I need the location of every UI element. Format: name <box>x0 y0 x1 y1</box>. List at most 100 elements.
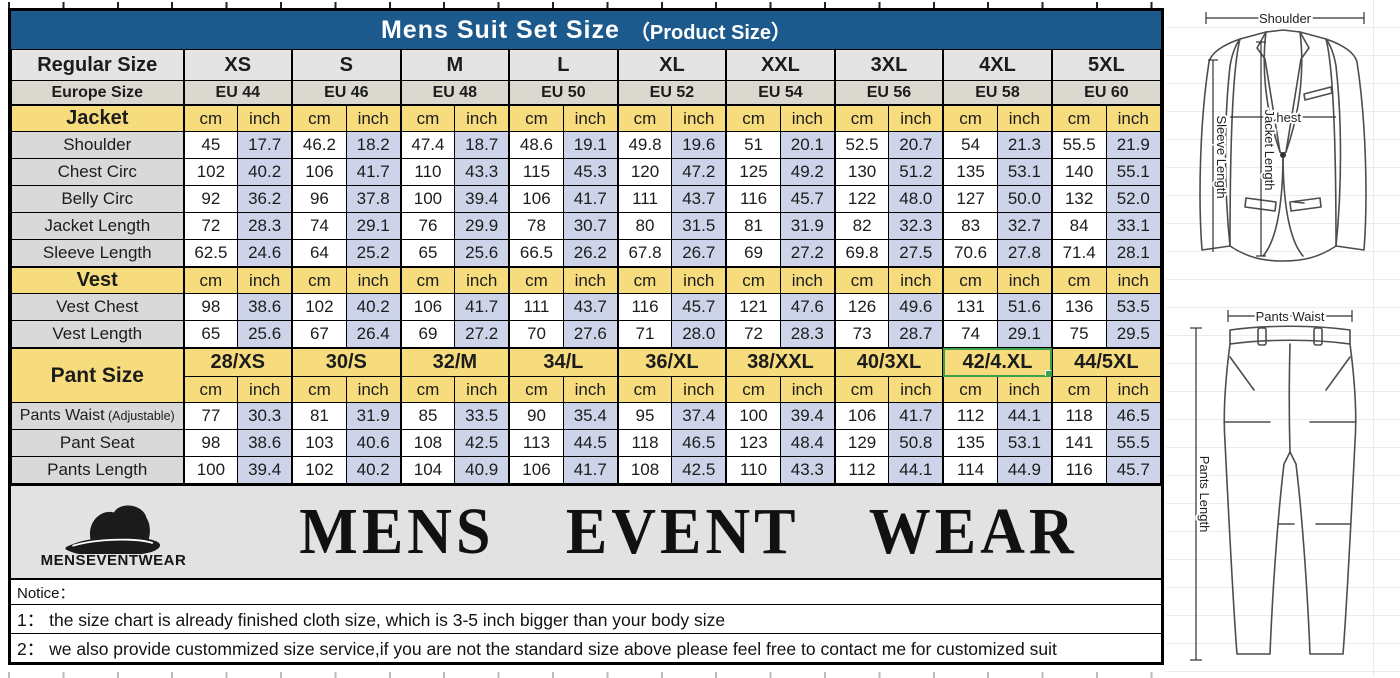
value-cell-cm: 96 <box>291 185 347 213</box>
fedora-hat-icon <box>64 504 160 554</box>
unit-label-inch: inch <box>562 266 619 294</box>
value-cell-cm: 72 <box>725 320 781 349</box>
value-cell-inch: 41.7 <box>345 158 402 186</box>
value-cell-inch: 48.4 <box>779 429 836 457</box>
unit-label-cm: cm <box>833 266 890 294</box>
europe-size-cell: EU 60 <box>1050 80 1161 106</box>
value-cell-cm: 71 <box>616 320 673 349</box>
value-cell-cm: 100 <box>182 456 239 484</box>
value-cell-inch: 28.3 <box>779 320 836 349</box>
value-cell-cm: 65 <box>182 320 239 349</box>
value-cell-cm: 51 <box>725 131 781 159</box>
value-cell-inch: 43.7 <box>562 293 619 321</box>
value-cell-cm: 102 <box>291 456 347 484</box>
unit-label-cm: cm <box>399 266 456 294</box>
value-cell-inch: 24.6 <box>237 239 293 268</box>
value-cell-inch: 40.2 <box>345 293 402 321</box>
value-cell-inch: 26.4 <box>345 320 402 349</box>
value-cell-inch: 39.4 <box>454 185 510 213</box>
value-cell-inch: 40.6 <box>345 429 402 457</box>
unit-label-cm: cm <box>942 104 998 132</box>
value-cell-cm: 141 <box>1050 429 1107 457</box>
value-cell-cm: 116 <box>616 293 673 321</box>
value-cell-inch: 51.6 <box>996 293 1053 321</box>
value-cell-cm: 45 <box>182 131 239 159</box>
value-cell-cm: 115 <box>508 158 564 186</box>
unit-label-inch: inch <box>237 104 293 132</box>
unit-label-inch: inch <box>1105 266 1162 294</box>
value-cell-cm: 83 <box>942 212 998 240</box>
value-cell-cm: 71.4 <box>1050 239 1107 268</box>
diagram-panel: Shoulder Chest Jacket Length Sleeve Leng… <box>1166 0 1400 677</box>
value-cell-inch: 28.3 <box>237 212 293 240</box>
unit-label-cm: cm <box>182 376 239 403</box>
shoulder-label: Shoulder <box>1259 11 1312 26</box>
value-cell-inch: 28.0 <box>671 320 727 349</box>
pant-size-cell: 28/XS <box>182 347 293 377</box>
size-header-cell: 3XL <box>833 49 944 81</box>
value-cell-cm: 77 <box>182 402 239 430</box>
value-cell-cm: 54 <box>942 131 998 159</box>
value-cell-cm: 118 <box>1050 402 1107 430</box>
unit-label-cm: cm <box>833 104 890 132</box>
value-cell-inch: 38.6 <box>237 429 293 457</box>
size-header-cell: XL <box>616 49 727 81</box>
size-header-cell: 5XL <box>1050 49 1161 81</box>
value-cell-cm: 123 <box>725 429 781 457</box>
page-title: Mens Suit Set Size <box>380 15 620 44</box>
value-cell-inch: 35.4 <box>562 402 619 430</box>
row-label: Belly Circ <box>11 185 185 213</box>
value-cell-inch: 52.0 <box>1105 185 1162 213</box>
value-cell-cm: 140 <box>1050 158 1107 186</box>
pants-length-label: Pants Length <box>1197 456 1212 533</box>
value-cell-cm: 85 <box>399 402 456 430</box>
value-cell-inch: 26.7 <box>671 239 727 268</box>
value-cell-inch: 45.7 <box>1105 456 1162 484</box>
value-cell-cm: 104 <box>399 456 456 484</box>
unit-label-inch: inch <box>996 104 1053 132</box>
value-cell-cm: 135 <box>942 429 998 457</box>
value-cell-inch: 40.2 <box>345 456 402 484</box>
value-cell-cm: 76 <box>399 212 456 240</box>
chart-title-bar: Mens Suit Set Size （Product Size） <box>11 11 1161 49</box>
jacket-length-label: Jacket Length <box>1262 110 1277 191</box>
value-cell-inch: 41.7 <box>562 456 619 484</box>
size-header-cell: XXL <box>725 49 836 81</box>
value-cell-inch: 55.5 <box>1105 429 1162 457</box>
value-cell-cm: 111 <box>508 293 564 321</box>
regular-size-label: Regular Size <box>11 49 185 81</box>
value-cell-cm: 66.5 <box>508 239 564 268</box>
unit-label-cm: cm <box>508 376 564 403</box>
unit-label-inch: inch <box>671 376 727 403</box>
value-cell-inch: 37.4 <box>671 402 727 430</box>
value-cell-cm: 55.5 <box>1050 131 1107 159</box>
size-header-cell: M <box>399 49 510 81</box>
value-cell-inch: 19.1 <box>562 131 619 159</box>
value-cell-cm: 106 <box>508 185 564 213</box>
value-cell-inch: 21.9 <box>1105 131 1162 159</box>
unit-label-inch: inch <box>345 104 402 132</box>
value-cell-cm: 106 <box>291 158 347 186</box>
value-cell-inch: 18.2 <box>345 131 402 159</box>
value-cell-inch: 32.7 <box>996 212 1053 240</box>
europe-size-cell: EU 44 <box>182 80 293 106</box>
value-cell-cm: 111 <box>616 185 673 213</box>
value-cell-inch: 25.2 <box>345 239 402 268</box>
unit-label-inch: inch <box>1105 104 1162 132</box>
value-cell-inch: 45.7 <box>671 293 727 321</box>
unit-label-inch: inch <box>671 104 727 132</box>
size-header-cell: L <box>508 49 619 81</box>
value-cell-inch: 27.2 <box>779 239 836 268</box>
value-cell-cm: 118 <box>616 429 673 457</box>
value-cell-cm: 47.4 <box>399 131 456 159</box>
value-cell-inch: 43.3 <box>454 158 510 186</box>
value-cell-inch: 47.6 <box>779 293 836 321</box>
jacket-diagram: Shoulder Chest Jacket Length Sleeve Leng… <box>1199 9 1367 262</box>
value-cell-cm: 113 <box>508 429 564 457</box>
value-cell-inch: 39.4 <box>237 456 293 484</box>
europe-size-cell: EU 52 <box>616 80 727 106</box>
value-cell-cm: 129 <box>833 429 890 457</box>
europe-size-cell: EU 48 <box>399 80 510 106</box>
value-cell-inch: 37.8 <box>345 185 402 213</box>
